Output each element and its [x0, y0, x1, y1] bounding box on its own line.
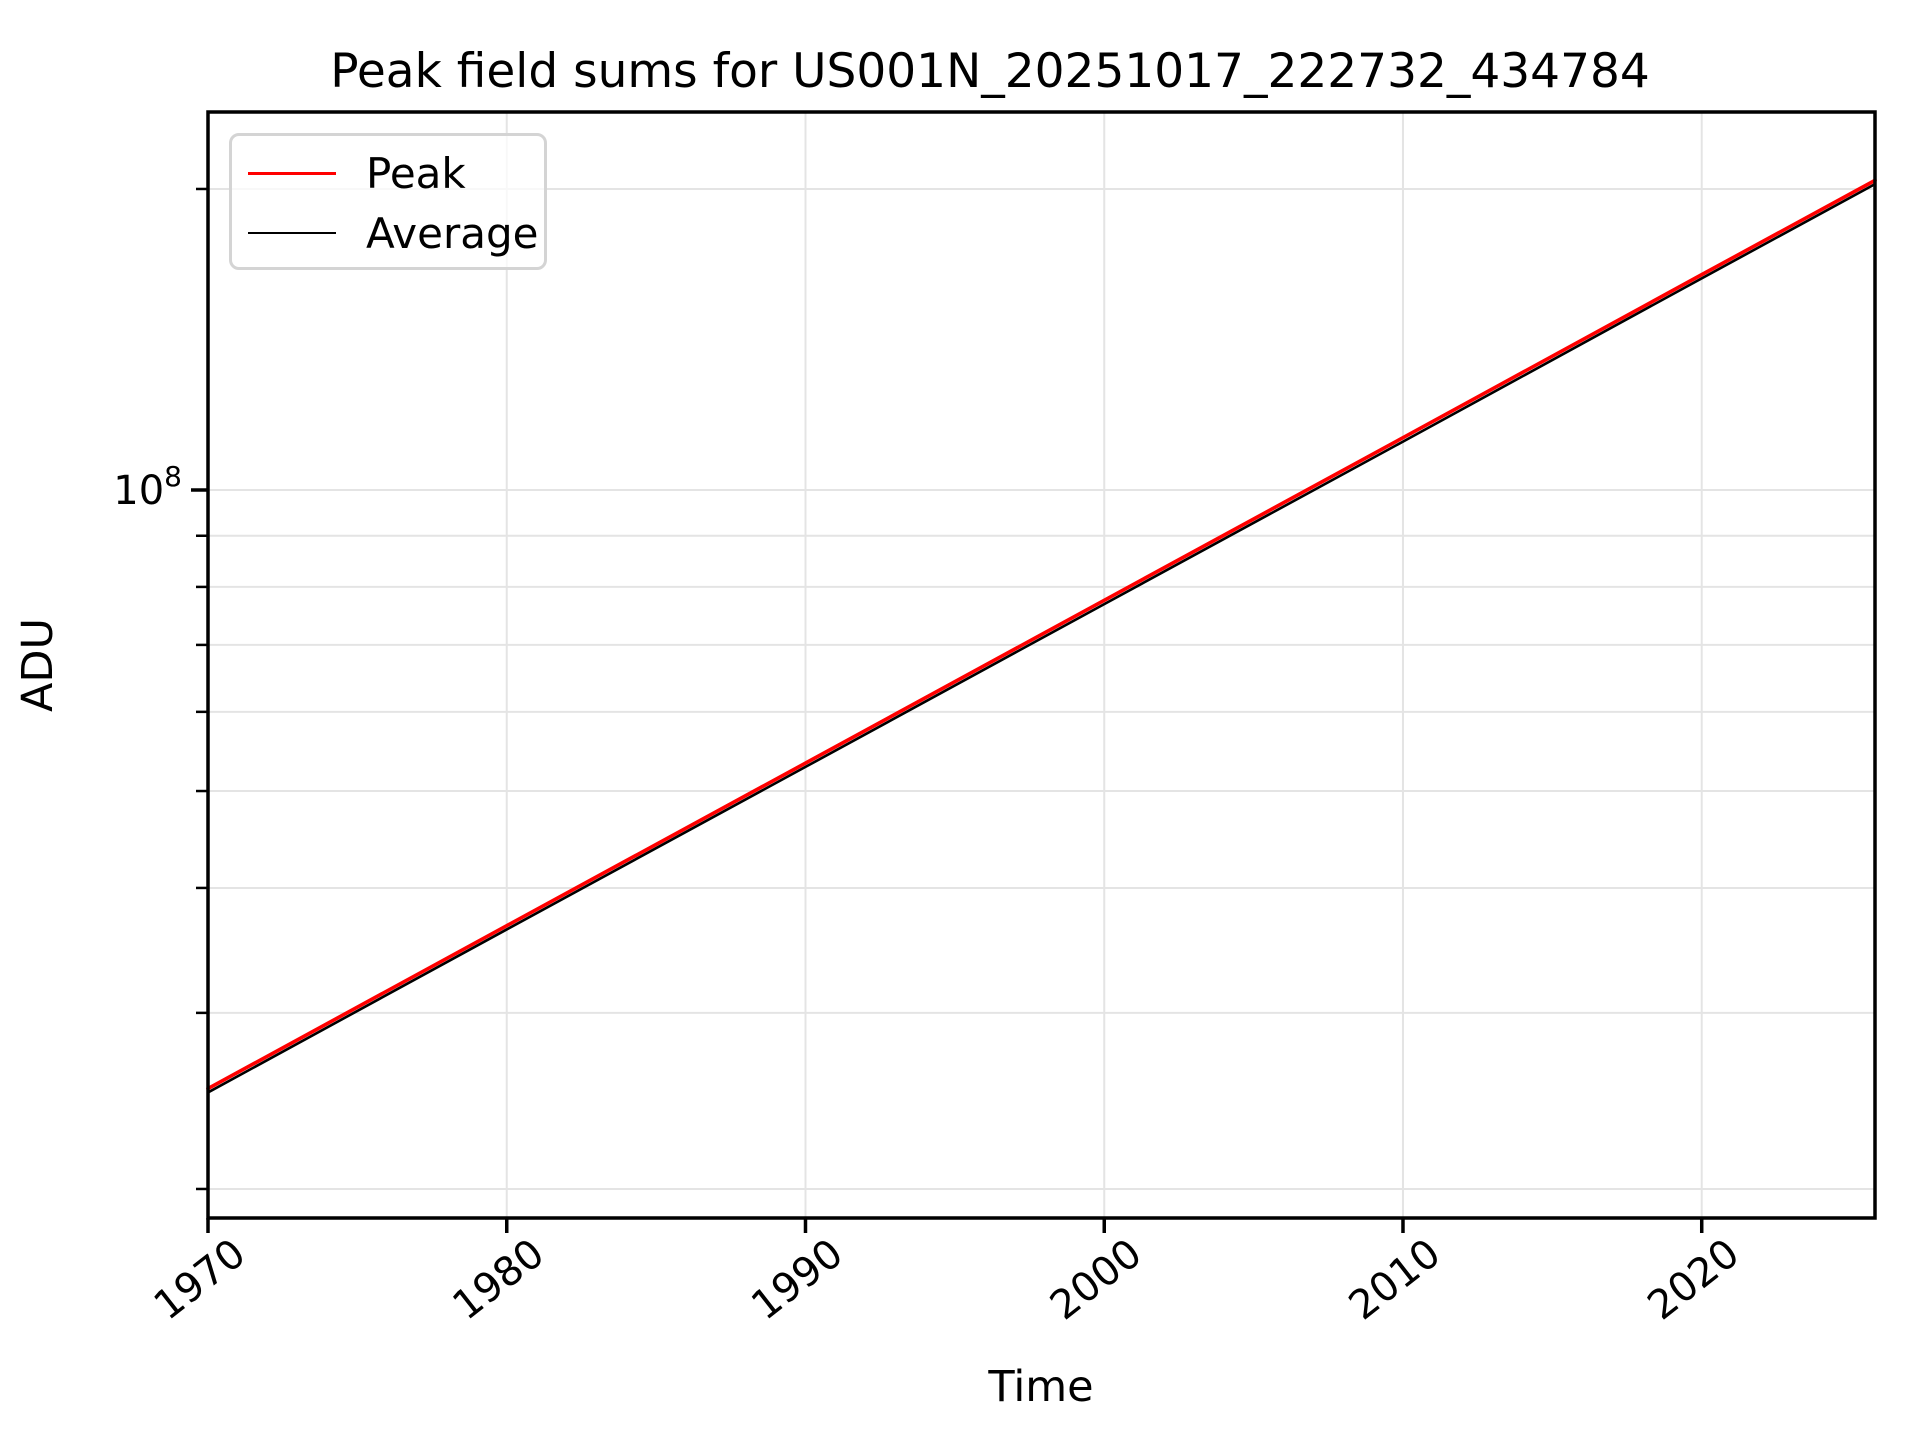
- legend-entry-average: Average: [232, 202, 544, 264]
- legend-label-peak: Peak: [366, 148, 466, 198]
- grid-layer: [207, 112, 1875, 1218]
- x-axis-label: Time: [988, 1362, 1094, 1412]
- axes-spines: [206, 110, 1877, 1220]
- x-tick-label: 1970: [146, 1230, 255, 1329]
- legend-entry-peak: Peak: [232, 142, 544, 204]
- y-tick-label: 108: [113, 460, 182, 514]
- x-tick-label: 2020: [1639, 1230, 1748, 1329]
- x-tick-label: 2010: [1341, 1230, 1450, 1329]
- legend: Peak Average: [229, 133, 547, 270]
- legend-label-average: Average: [366, 208, 539, 258]
- x-tick-label: 1990: [743, 1230, 852, 1329]
- peak-line-swatch: [248, 171, 336, 175]
- chart-title: Peak field sums for US001N_20251017_2227…: [330, 44, 1650, 99]
- tick-layer: [191, 187, 1704, 1233]
- average-line: [206, 182, 1877, 1094]
- series-layer: [206, 178, 1877, 1094]
- peak-line: [206, 178, 1877, 1091]
- tick-label-layer: 1970 1980 1990 2000 2010 2020 108: [113, 460, 1748, 1329]
- average-line-swatch: [248, 232, 336, 234]
- x-tick-label: 1980: [444, 1230, 553, 1329]
- x-tick-label: 2000: [1042, 1230, 1151, 1329]
- y-axis-label: ADU: [13, 618, 63, 712]
